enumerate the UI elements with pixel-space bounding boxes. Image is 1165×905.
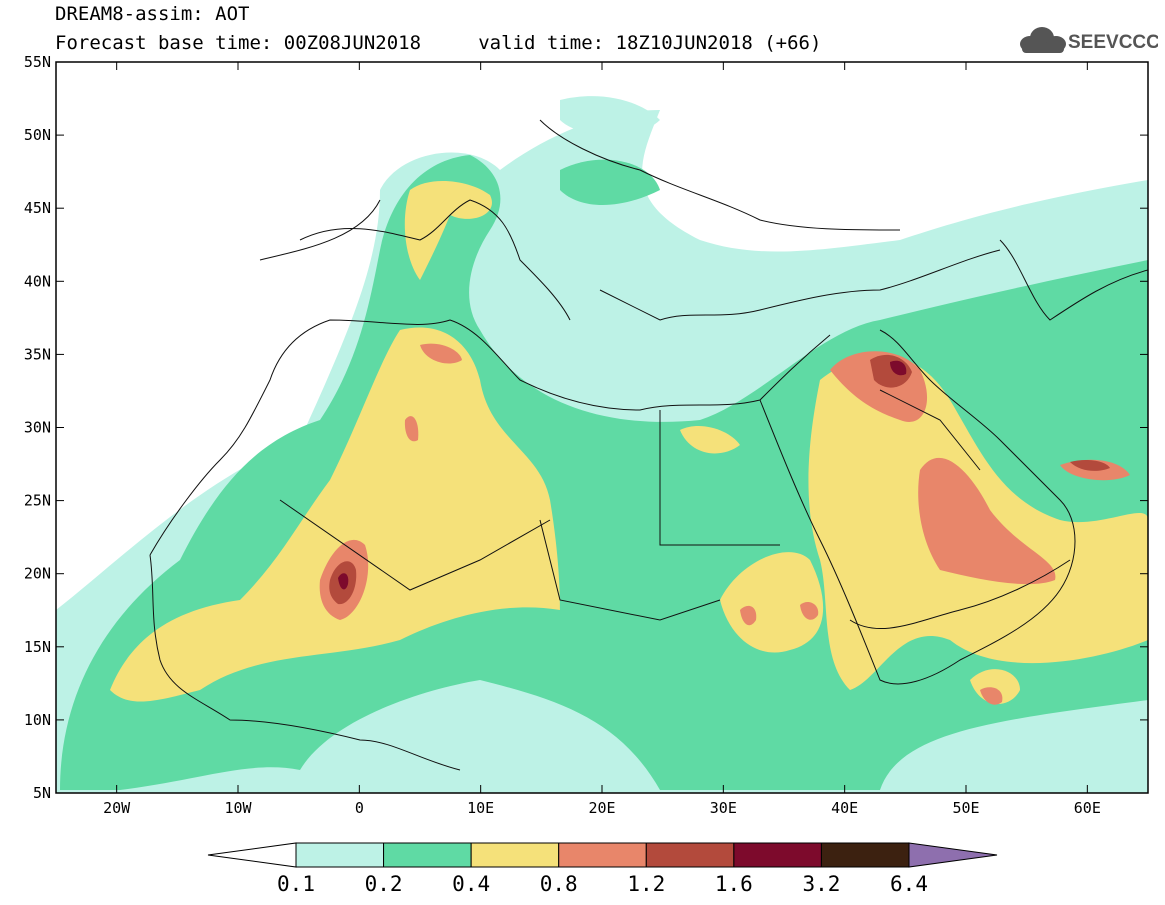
colorbar-swatch <box>820 842 910 868</box>
lat-tick-label: 20N <box>24 565 51 583</box>
colorbar-label: 0.8 <box>540 872 578 896</box>
colorbar-label: 0.4 <box>452 872 490 896</box>
lon-tick-label: 40E <box>831 799 858 817</box>
logo-text: SEEVCCC <box>1068 32 1158 53</box>
lon-tick-label: 60E <box>1074 799 1101 817</box>
colorbar-swatch <box>383 842 472 868</box>
lon-tick-label: 20W <box>103 799 131 817</box>
lat-tick-label: 10N <box>24 711 51 729</box>
colorbar-swatch <box>645 842 735 868</box>
colorbar-high-triangle <box>908 842 998 868</box>
lon-tick-label: 30E <box>710 799 737 817</box>
lat-tick-label: 50N <box>24 126 51 144</box>
colorbar-low-triangle <box>207 842 297 868</box>
lat-tick-label: 15N <box>24 638 51 656</box>
lat-tick-label: 35N <box>24 345 51 363</box>
colorbar-swatch <box>733 842 822 868</box>
chart-title-line2: Forecast base time: 00Z08JUN2018 valid t… <box>55 32 822 54</box>
colorbar-label: 6.4 <box>890 872 928 896</box>
colorbar-swatch <box>470 842 560 868</box>
lon-axis: 20W 10W 0 10E 20E 30E 40E 50E 60E <box>103 62 1101 817</box>
lat-tick-label: 25N <box>24 492 51 510</box>
lon-tick-label: 0 <box>355 799 364 817</box>
colorbar-swatch <box>295 842 385 868</box>
aot-contours <box>56 96 1148 793</box>
lat-tick-label: 45N <box>24 199 51 217</box>
lon-tick-label: 10W <box>224 799 252 817</box>
lat-axis: 55N 50N 45N 40N 35N 30N 25N 20N 15N 10N 5N <box>24 53 1148 802</box>
lat-tick-label: 30N <box>24 419 51 437</box>
colorbar-swatch <box>558 842 647 868</box>
chart-title-line1: DREAM8-assim: AOT <box>55 3 250 25</box>
lat-tick-label: 40N <box>24 272 51 290</box>
lon-tick-label: 10E <box>467 799 494 817</box>
lat-tick-label: 55N <box>24 53 51 71</box>
lon-tick-label: 50E <box>952 799 979 817</box>
cloud-icon <box>1020 27 1066 53</box>
colorbar-label: 0.1 <box>277 872 315 896</box>
aot-band-1.6 <box>338 360 907 590</box>
colorbar-label: 1.2 <box>627 872 665 896</box>
colorbar-label: 1.6 <box>715 872 753 896</box>
coastlines <box>149 119 1148 771</box>
lon-tick-label: 20E <box>588 799 615 817</box>
colorbar: 0.1 0.2 0.4 0.8 1.2 1.6 3.2 6.4 <box>207 842 998 896</box>
lat-tick-label: 5N <box>33 784 51 802</box>
colorbar-label: 0.2 <box>365 872 403 896</box>
colorbar-label: 3.2 <box>802 872 840 896</box>
seevccc-logo: SEEVCCC <box>1020 27 1158 53</box>
